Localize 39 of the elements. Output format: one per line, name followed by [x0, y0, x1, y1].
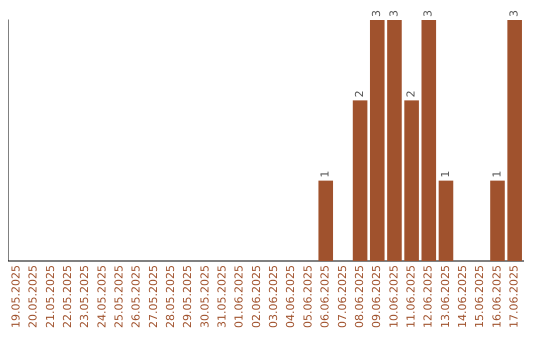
x-tick-label: 14.06.2025	[456, 265, 469, 328]
x-tick-label: 09.06.2025	[370, 265, 384, 328]
x-tick-label: 12.06.2025	[422, 265, 435, 328]
x-tick-label: 17.06.2025	[508, 265, 521, 328]
data-label: 2	[352, 90, 366, 98]
x-tick-label: 01.06.2025	[232, 265, 246, 328]
x-tick-label: 30.05.2025	[198, 265, 212, 328]
x-tick-label: 05.06.2025	[301, 265, 314, 328]
data-label: 3	[508, 10, 521, 17]
data-label: 1	[318, 170, 332, 178]
x-tick-label: 10.06.2025	[387, 265, 400, 328]
x-tick-label: 31.05.2025	[216, 265, 229, 328]
x-tick-label: 22.05.2025	[60, 265, 74, 328]
x-tick-label: 21.05.2025	[44, 265, 57, 328]
x-tick-label: 23.05.2025	[78, 265, 92, 328]
x-tick-label: 02.06.2025	[250, 265, 263, 328]
x-tick-label: 26.05.2025	[130, 265, 143, 328]
x-tick-label: 19.05.2025	[9, 265, 22, 328]
data-label: 3	[422, 10, 435, 17]
x-tick-label: 20.05.2025	[26, 265, 40, 328]
data-label: 2	[404, 90, 418, 98]
x-tick-label: 29.05.2025	[181, 265, 194, 328]
x-tick-label: 04.06.2025	[284, 265, 298, 328]
data-label: 1	[438, 170, 452, 178]
x-tick-label: 27.05.2025	[146, 265, 160, 328]
x-tick-label: 03.06.2025	[267, 265, 280, 328]
data-label: 3	[387, 10, 400, 17]
x-tick-label: 24.05.2025	[95, 265, 108, 328]
x-tick-label: 13.06.2025	[438, 265, 452, 328]
x-tick-label: 16.06.2025	[490, 265, 504, 328]
x-tick-label: 07.06.2025	[336, 265, 349, 328]
data-label: 3	[370, 10, 384, 17]
x-tick-label: 25.05.2025	[112, 265, 126, 328]
x-tick-label: 15.06.2025	[473, 265, 486, 328]
x-tick-label: 08.06.2025	[352, 265, 366, 328]
x-tick-label: 06.06.2025	[318, 265, 332, 328]
x-tick-label: 28.05.2025	[164, 265, 178, 328]
data-label: 1	[490, 170, 504, 178]
x-tick-label: 11.06.2025	[404, 265, 418, 328]
